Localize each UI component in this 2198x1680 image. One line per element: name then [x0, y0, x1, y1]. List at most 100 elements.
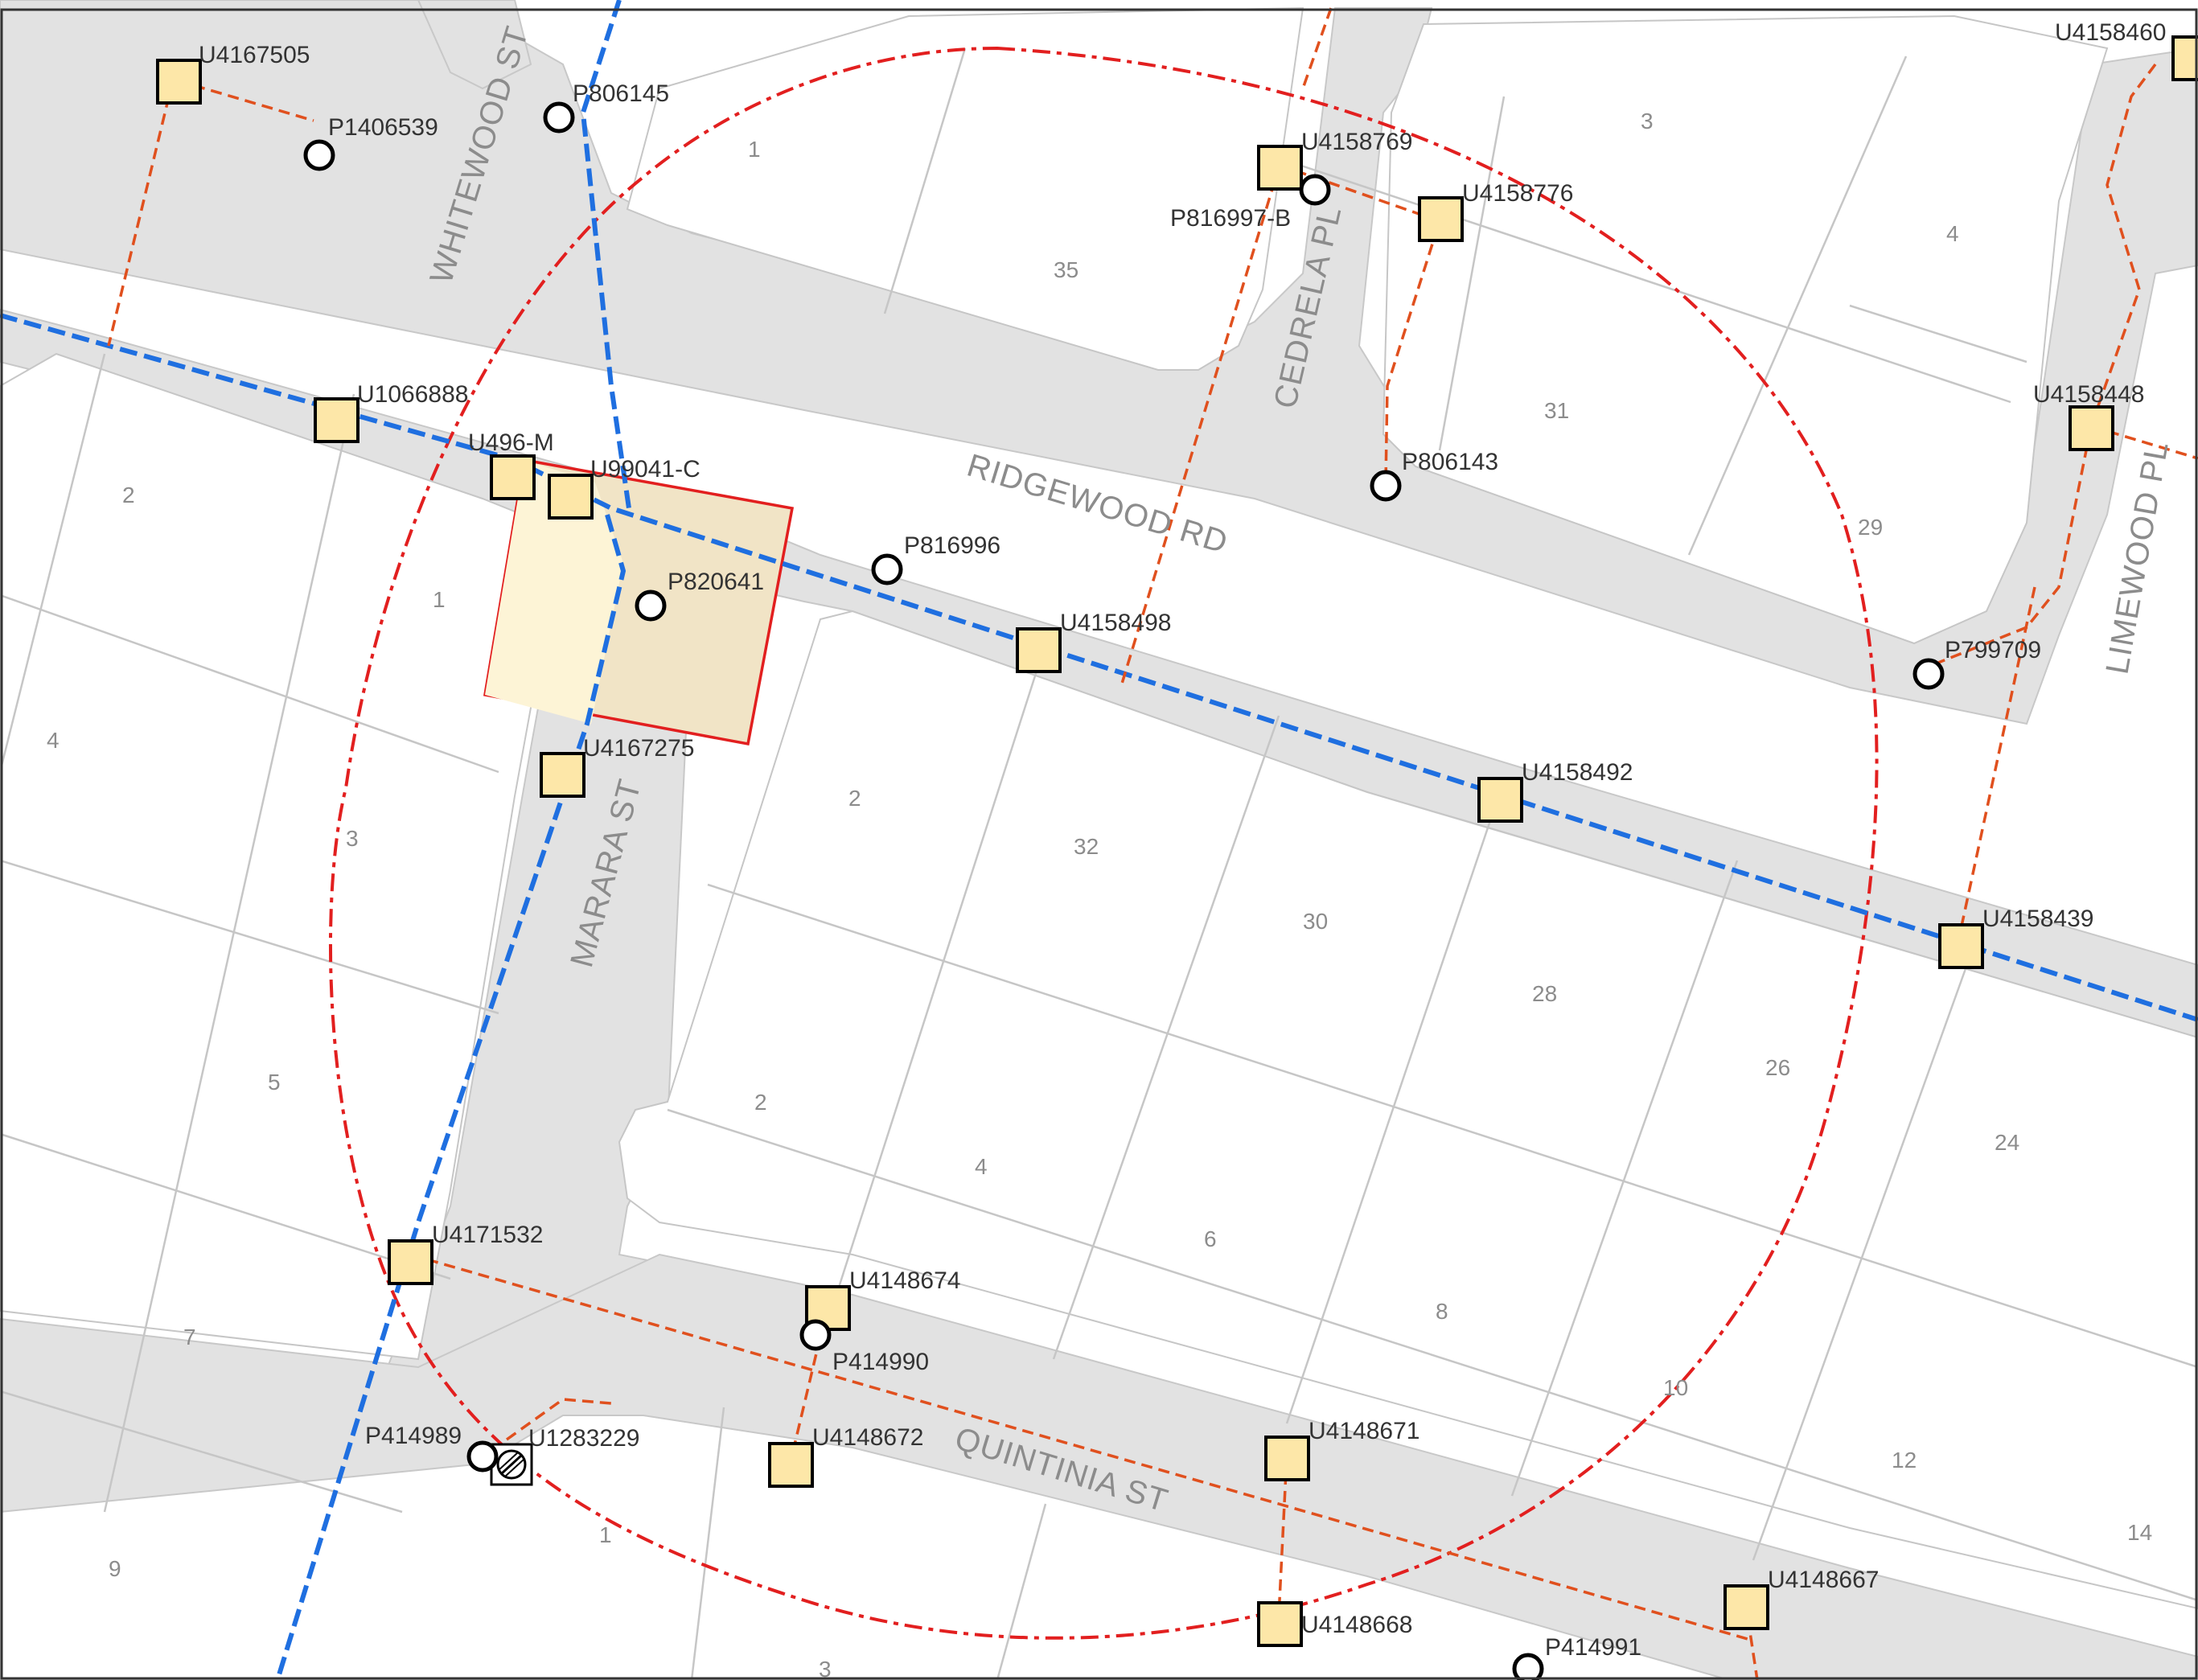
land-blocks	[0, 6, 2198, 1610]
asset-label: U1066888	[357, 381, 468, 408]
asset-marker	[1723, 1584, 1769, 1630]
road-whitewood	[417, 0, 532, 90]
asset-label: U4148671	[1309, 1418, 1419, 1444]
lot-number: 2	[754, 1090, 767, 1115]
asset-marker	[2069, 405, 2114, 451]
asset-marker	[1257, 145, 1303, 191]
asset-marker	[1257, 1601, 1303, 1647]
point-marker	[1512, 1653, 1544, 1680]
asset-label: U4148668	[1301, 1612, 1412, 1638]
lot-number: 24	[1995, 1130, 2019, 1155]
asset-label: U4148674	[849, 1267, 960, 1294]
point-label: P816996	[904, 532, 1000, 559]
asset-label: U1283229	[528, 1425, 639, 1452]
lot-number: 4	[975, 1154, 988, 1179]
asset-marker	[768, 1442, 814, 1488]
point-label: P806143	[1402, 449, 1498, 475]
point-marker	[1912, 658, 1945, 690]
map-frame	[0, 8, 2198, 1680]
point-label: P816997-B	[1170, 205, 1291, 232]
lot-number: 7	[183, 1325, 196, 1349]
asset-label: U4158498	[1060, 610, 1171, 636]
lot-number: 14	[2127, 1520, 2152, 1545]
asset-label: U4171532	[432, 1222, 543, 1248]
asset-label: U4148672	[812, 1424, 923, 1451]
lot-number: 1	[599, 1522, 612, 1547]
lot-number: 3	[819, 1657, 832, 1680]
asset-marker	[1264, 1436, 1310, 1481]
lot-number: 4	[47, 728, 60, 753]
block-west	[0, 352, 565, 1361]
asset-marker	[314, 397, 359, 443]
lot-number: 28	[1532, 981, 1557, 1006]
lot-number: 30	[1303, 909, 1328, 934]
asset-marker	[1477, 777, 1523, 823]
point-markers[interactable]	[303, 101, 1945, 1680]
lot-number: 2	[848, 786, 861, 811]
point-marker	[635, 589, 667, 622]
asset-marker	[1016, 627, 1062, 673]
asset-marker	[388, 1239, 433, 1285]
lot-number: 32	[1074, 834, 1099, 859]
asset-label: U4158439	[1982, 906, 2093, 932]
lot-number: 10	[1663, 1375, 1688, 1400]
lot-number: 3	[1641, 109, 1654, 133]
point-labels: P806145 P1406539 P816997-B P806143 P8169…	[328, 80, 2041, 1661]
lot-number: 6	[1204, 1226, 1217, 1251]
point-label: P414990	[832, 1349, 929, 1375]
asset-label: U4167505	[199, 42, 310, 68]
asset-labels: U4167505 U4158460 U4158769 U4158776 U106…	[199, 19, 2166, 1638]
block-centre	[618, 610, 2198, 1610]
asset-marker	[548, 474, 594, 520]
block-north	[626, 6, 1304, 371]
asset-marker	[2171, 35, 2198, 81]
point-label: P1406539	[328, 114, 438, 141]
point-marker	[799, 1319, 832, 1351]
lot-number: 1	[433, 587, 446, 612]
asset-label: U99041-C	[590, 456, 700, 483]
point-label: P820641	[668, 569, 764, 595]
lot-number: 2	[122, 483, 135, 507]
asset-marker	[156, 59, 202, 105]
point-marker	[466, 1440, 499, 1473]
point-label: P414989	[365, 1423, 462, 1449]
lot-number: 31	[1544, 398, 1569, 423]
lot-number: 4	[1946, 221, 1959, 246]
lot-number: 29	[1858, 515, 1883, 540]
block-north-east	[1382, 14, 2109, 645]
point-marker	[303, 139, 335, 171]
meter-icon[interactable]	[490, 1443, 533, 1486]
buffer-ring	[328, 46, 1879, 1640]
point-label: P799709	[1945, 637, 2041, 663]
point-marker	[1370, 470, 1402, 502]
point-marker	[543, 101, 575, 133]
asset-label: U4158460	[2055, 19, 2166, 46]
lot-number: 1	[748, 137, 761, 162]
asset-marker	[1938, 923, 1984, 969]
point-marker	[871, 553, 903, 585]
lot-number: 35	[1054, 257, 1078, 282]
asset-label: U4158769	[1301, 129, 1412, 155]
point-marker	[1299, 174, 1331, 206]
lot-number: 12	[1892, 1448, 1917, 1473]
lot-numbers: 1 3 4 35 31 29 2 1 4 3 2 32 30 28 26 24 …	[47, 109, 2152, 1680]
asset-label: U4158448	[2033, 381, 2144, 408]
asset-label: U4158492	[1522, 759, 1633, 786]
asset-marker	[1418, 196, 1464, 242]
lot-number: 3	[346, 826, 359, 851]
asset-label: U4148667	[1768, 1567, 1879, 1593]
asset-label: U4158776	[1462, 180, 1573, 207]
asset-label: U4167275	[583, 735, 694, 762]
asset-marker	[490, 454, 536, 500]
parcel-lines	[0, 47, 2198, 1680]
point-label: P806145	[573, 80, 669, 107]
point-label: P414991	[1545, 1634, 1641, 1661]
lot-number: 26	[1765, 1055, 1790, 1080]
lot-number: 5	[268, 1070, 281, 1095]
lot-number: 9	[109, 1556, 121, 1581]
asset-marker	[540, 752, 585, 798]
asset-label: U496-M	[468, 429, 554, 456]
lot-number: 8	[1436, 1299, 1448, 1324]
